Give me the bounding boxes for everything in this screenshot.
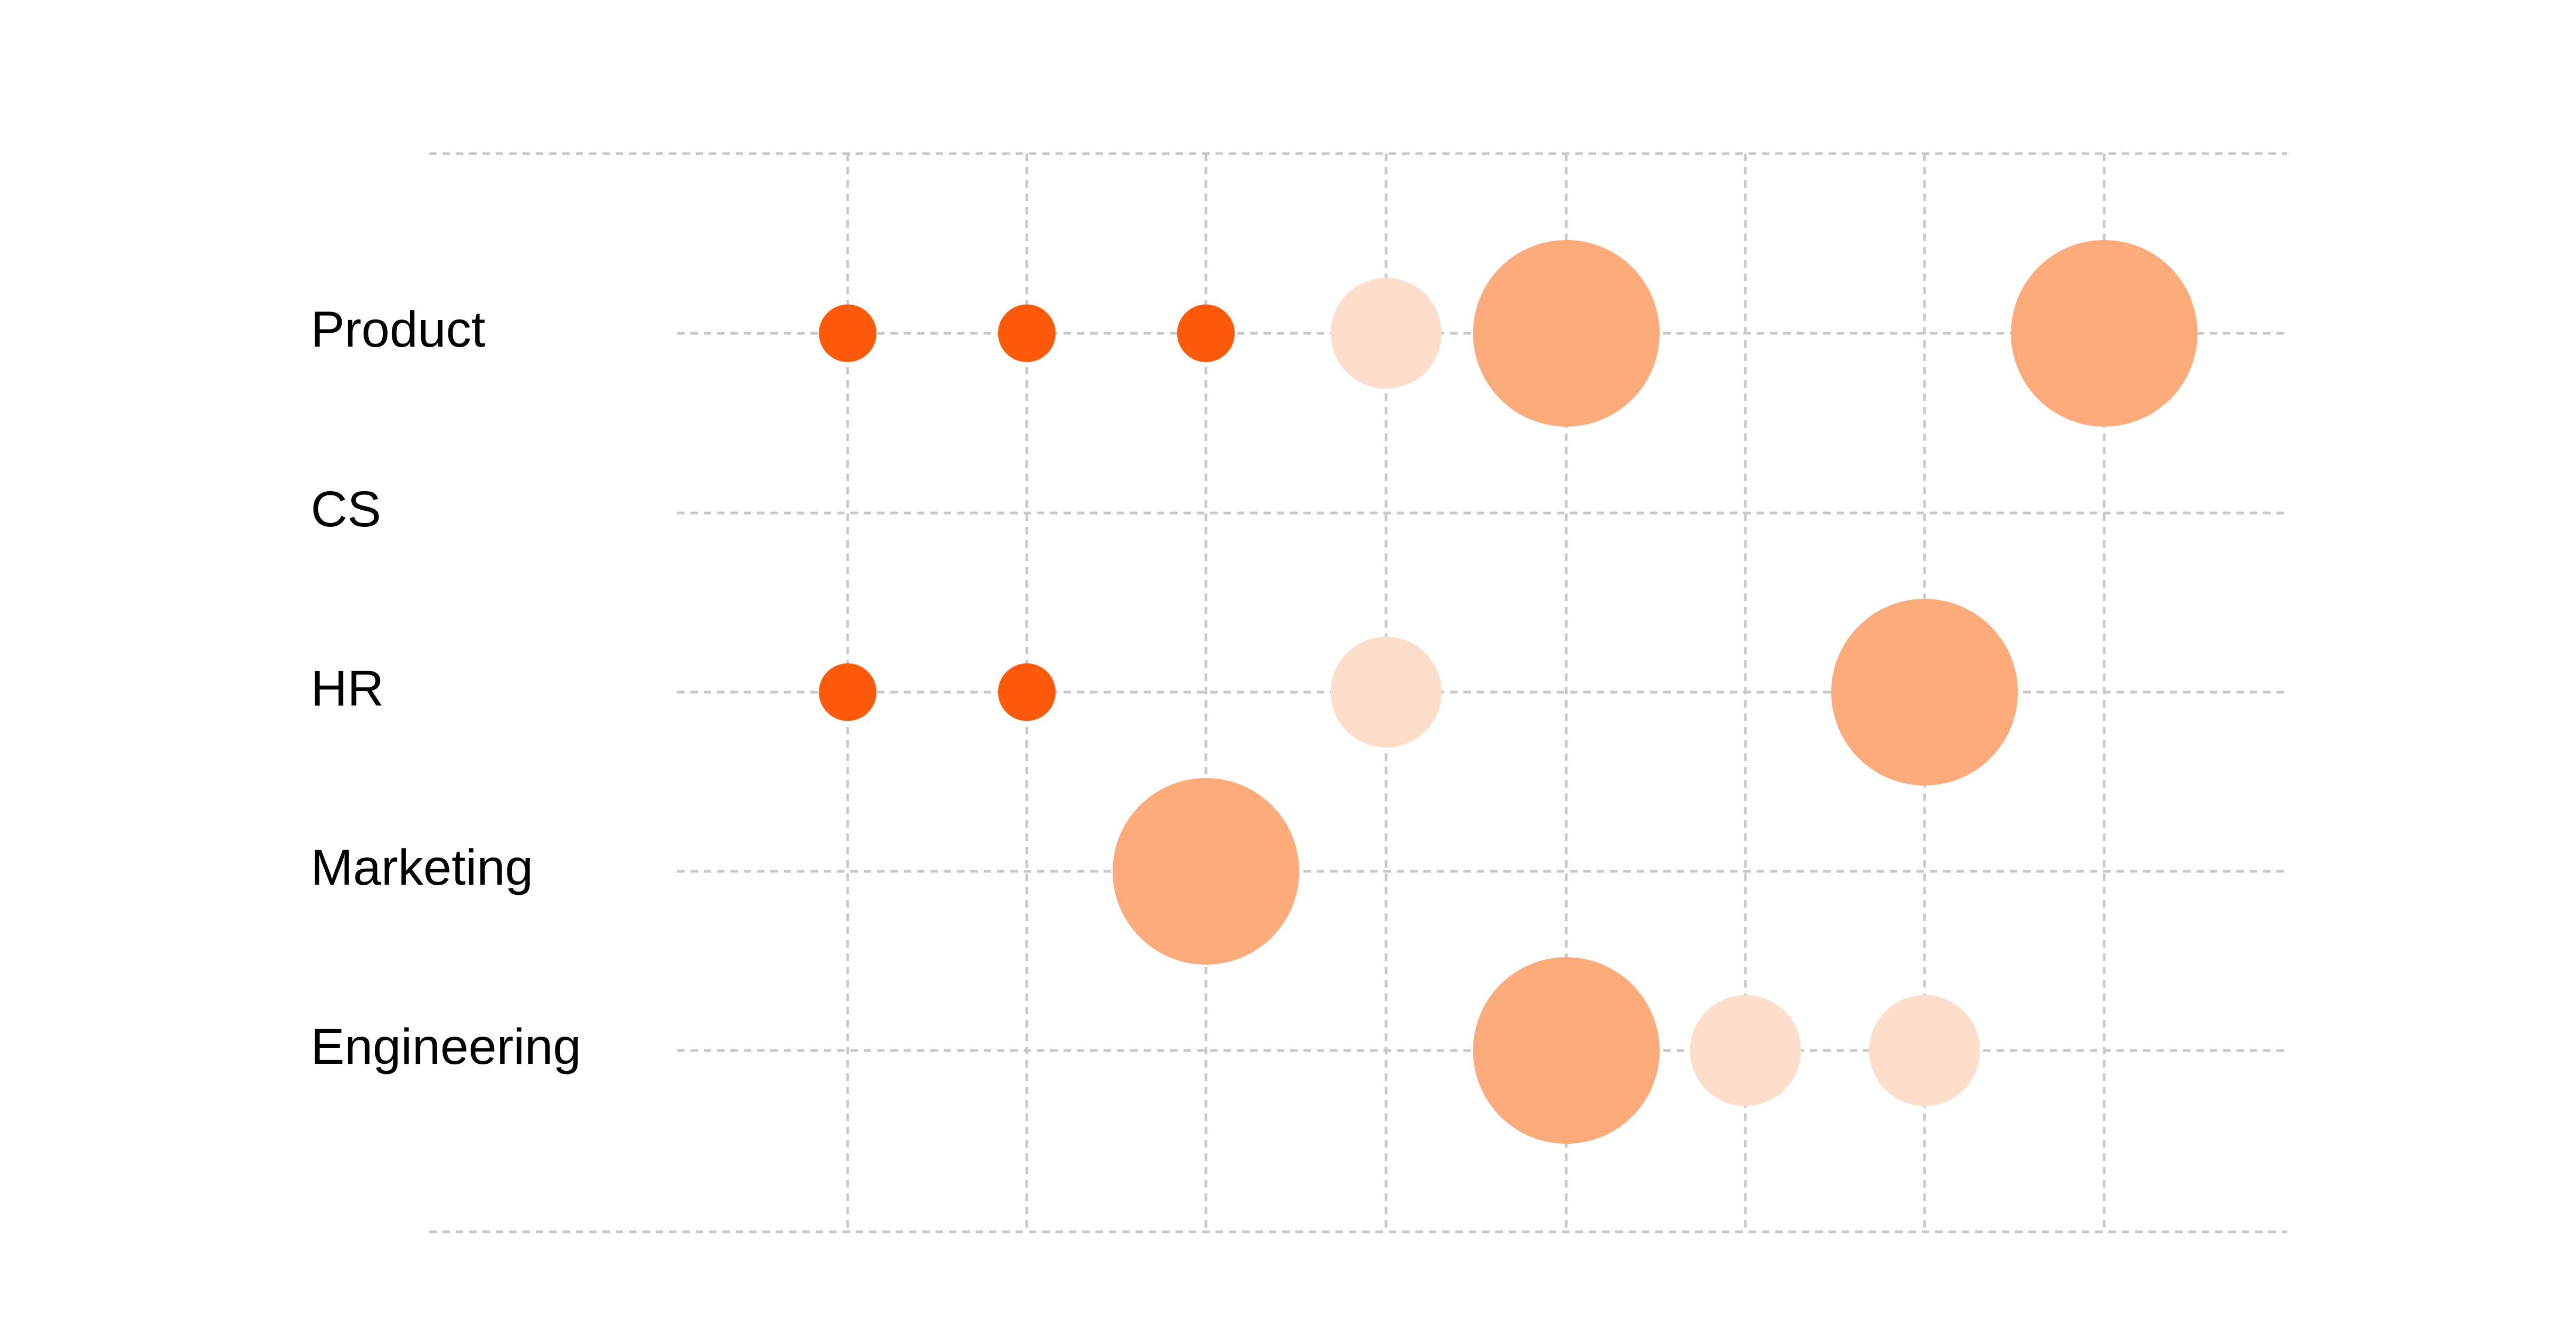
data-point-hr-1 [819, 663, 876, 721]
row-labels: Product CS HR Marketing Engineering [311, 301, 581, 1075]
data-point-hr-7 [1831, 599, 2018, 785]
data-point-product-2 [998, 304, 1056, 362]
row-label-product: Product [311, 301, 485, 358]
data-point-engineering-7 [1869, 995, 1980, 1106]
data-point-product-4 [1331, 278, 1442, 389]
data-point-hr-4 [1331, 637, 1442, 748]
data-point-product-3 [1177, 304, 1235, 362]
data-point-product-1 [819, 304, 876, 362]
data-points [819, 240, 2197, 1144]
row-label-marketing: Marketing [311, 839, 533, 896]
data-point-product-5 [1473, 240, 1660, 427]
row-label-engineering: Engineering [311, 1019, 581, 1075]
data-point-marketing-3 [1113, 778, 1299, 965]
data-point-engineering-5 [1473, 957, 1660, 1144]
row-label-hr: HR [311, 660, 384, 717]
data-point-hr-2 [998, 663, 1056, 721]
data-point-product-8 [2011, 240, 2197, 427]
data-point-engineering-6 [1690, 995, 1801, 1106]
row-label-cs: CS [311, 481, 381, 538]
